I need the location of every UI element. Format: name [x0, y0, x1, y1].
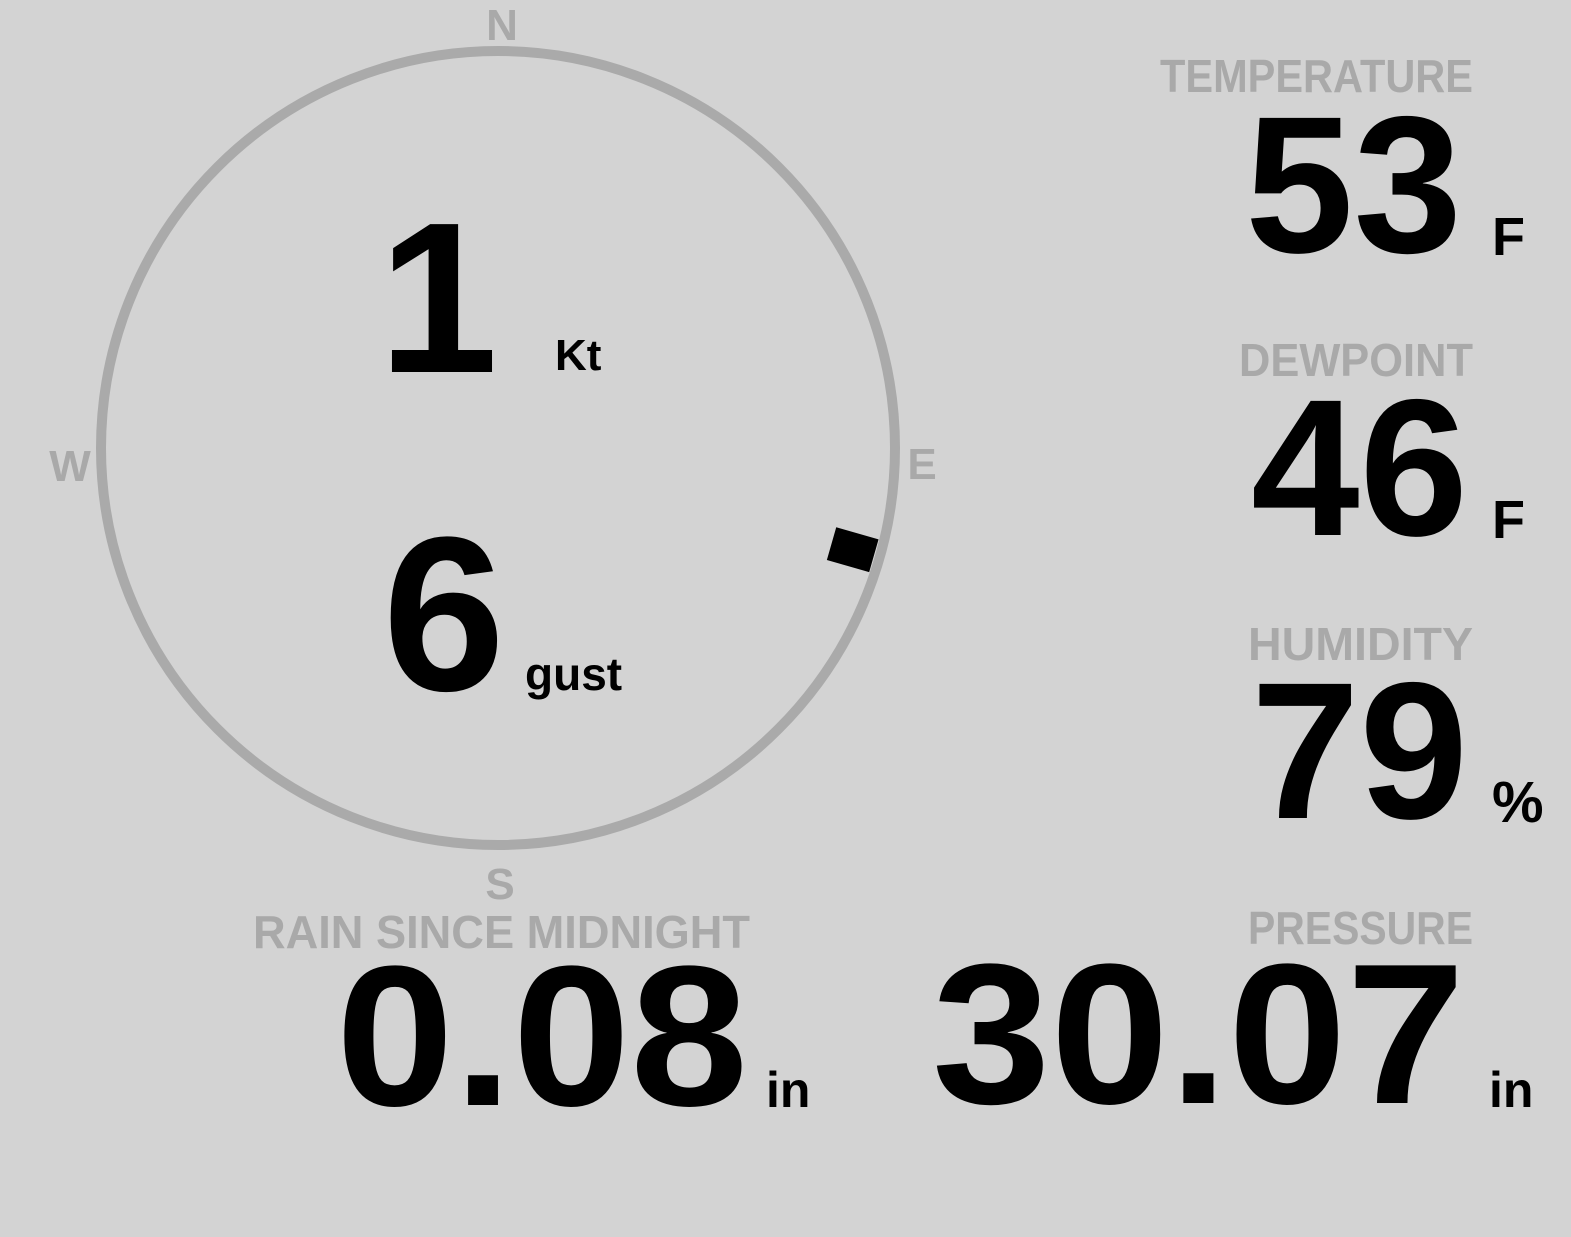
compass-west: W [49, 442, 91, 491]
compass-east: E [907, 440, 936, 489]
gust-unit: gust [525, 648, 622, 700]
compass-north: N [486, 1, 518, 50]
dewpoint-unit: F [1492, 490, 1525, 550]
pressure-label: PRESSURE [1248, 902, 1473, 954]
wind-speed-value: 1 [378, 177, 498, 418]
temperature-label: TEMPERATURE [1160, 50, 1473, 102]
humidity-panel: HUMIDITY 79 % [1248, 618, 1544, 860]
pressure-panel: PRESSURE 30.07 in [932, 902, 1533, 1146]
pressure-unit: in [1489, 1062, 1533, 1118]
humidity-unit: % [1492, 770, 1544, 835]
dewpoint-label: DEWPOINT [1239, 334, 1473, 386]
gust-value: 6 [383, 491, 505, 737]
pressure-value: 30.07 [932, 923, 1465, 1146]
temperature-panel: TEMPERATURE 53 F [1160, 50, 1525, 294]
compass-south: S [485, 860, 514, 909]
temperature-unit: F [1492, 207, 1525, 267]
wind-direction-marker [826, 527, 879, 573]
rain-label: RAIN SINCE MIDNIGHT [253, 906, 750, 958]
dewpoint-panel: DEWPOINT 46 F [1239, 334, 1525, 577]
rain-panel: RAIN SINCE MIDNIGHT 0.08 in [253, 906, 810, 1148]
compass-ring [96, 46, 900, 850]
dewpoint-value: 46 [1251, 359, 1468, 577]
compass: N S E W 1 Kt 6 gust [49, 1, 936, 909]
rain-unit: in [766, 1062, 810, 1118]
humidity-value: 79 [1251, 642, 1468, 860]
humidity-label: HUMIDITY [1248, 618, 1473, 670]
rain-value: 0.08 [336, 925, 748, 1148]
wind-speed-unit: Kt [555, 331, 602, 380]
temperature-value: 53 [1245, 76, 1462, 294]
